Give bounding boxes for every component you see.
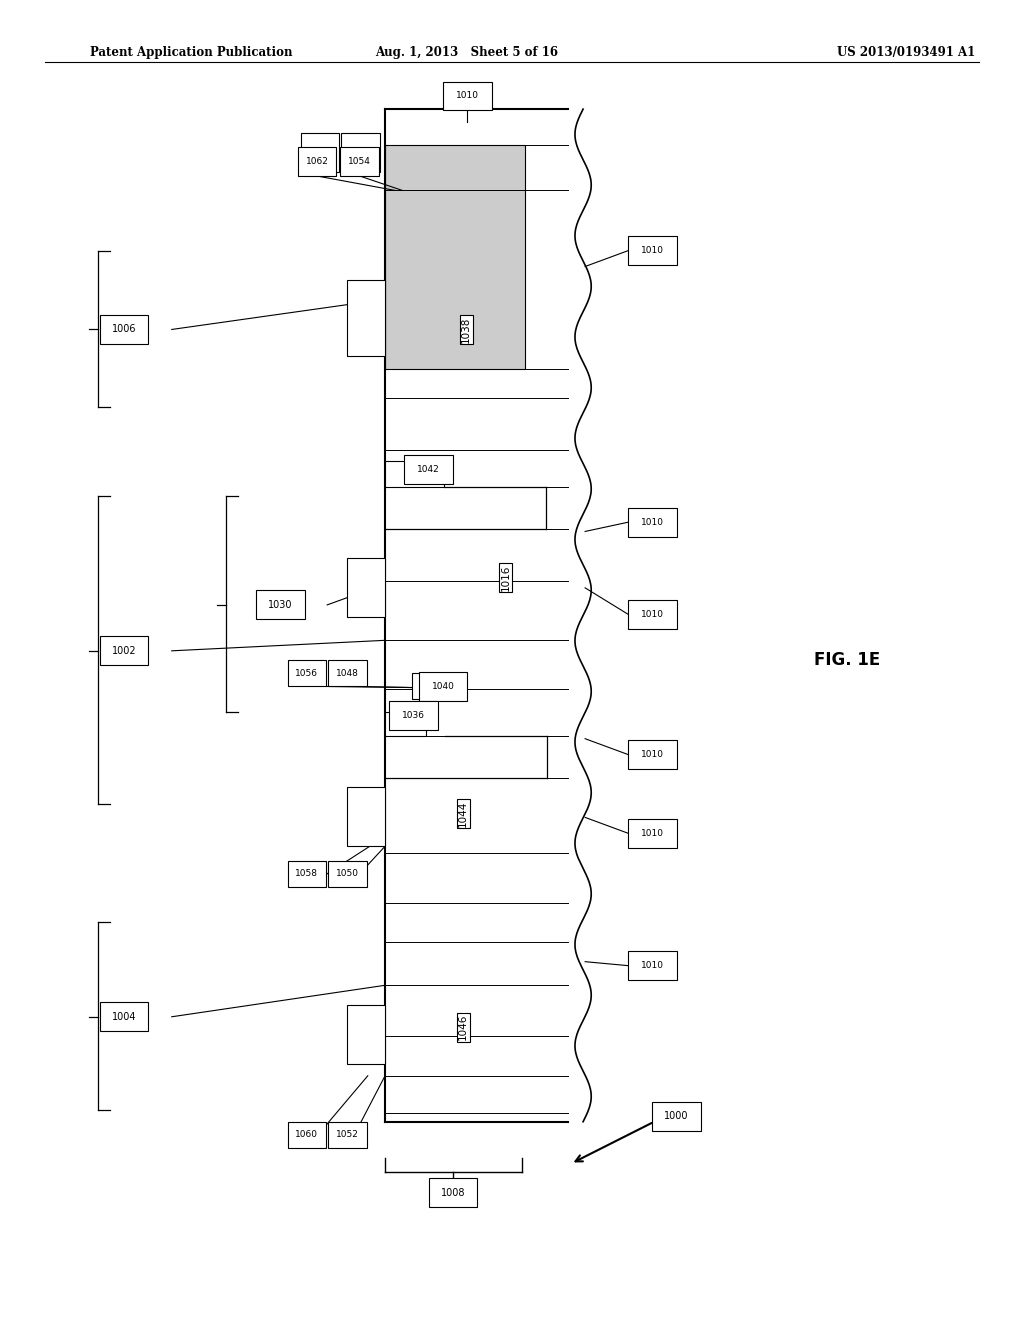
Bar bbox=[347, 280, 385, 355]
Bar bbox=[340, 147, 379, 176]
Bar bbox=[404, 455, 453, 484]
Bar bbox=[389, 701, 438, 730]
Text: Patent Application Publication: Patent Application Publication bbox=[90, 46, 293, 59]
Bar bbox=[288, 861, 326, 887]
Bar bbox=[628, 818, 677, 847]
Text: 1010: 1010 bbox=[456, 91, 479, 100]
Text: 1060: 1060 bbox=[295, 1130, 318, 1139]
Text: 1058: 1058 bbox=[295, 870, 318, 878]
Bar bbox=[99, 1002, 148, 1031]
Bar bbox=[301, 133, 339, 172]
Text: Aug. 1, 2013   Sheet 5 of 16: Aug. 1, 2013 Sheet 5 of 16 bbox=[375, 46, 558, 59]
Text: 1030: 1030 bbox=[268, 599, 293, 610]
Bar bbox=[99, 636, 148, 665]
Bar bbox=[328, 1122, 367, 1148]
Text: 1010: 1010 bbox=[641, 517, 664, 527]
Bar bbox=[385, 461, 444, 487]
Text: 1008: 1008 bbox=[441, 1188, 465, 1197]
Bar bbox=[413, 673, 445, 700]
Bar bbox=[652, 1102, 700, 1131]
Text: 1062: 1062 bbox=[305, 157, 329, 166]
Bar bbox=[288, 660, 326, 686]
Text: 1016: 1016 bbox=[501, 564, 511, 590]
Bar bbox=[328, 660, 367, 686]
Bar bbox=[256, 590, 305, 619]
Bar bbox=[628, 236, 677, 265]
Text: 1004: 1004 bbox=[112, 1011, 136, 1022]
Text: 1054: 1054 bbox=[348, 157, 371, 166]
Text: 1006: 1006 bbox=[112, 325, 136, 334]
Text: 1010: 1010 bbox=[641, 750, 664, 759]
Text: 1044: 1044 bbox=[459, 800, 468, 826]
Text: 1002: 1002 bbox=[112, 645, 136, 656]
Text: 1010: 1010 bbox=[641, 610, 664, 619]
Text: FIG. 1E: FIG. 1E bbox=[814, 651, 881, 669]
Text: 1010: 1010 bbox=[641, 247, 664, 255]
Bar bbox=[628, 952, 677, 979]
Bar bbox=[628, 741, 677, 768]
Text: 1010: 1010 bbox=[641, 829, 664, 838]
Text: 1038: 1038 bbox=[461, 317, 471, 343]
Bar bbox=[347, 1005, 385, 1064]
Bar bbox=[347, 787, 385, 846]
Text: 1046: 1046 bbox=[459, 1014, 468, 1040]
Text: 1048: 1048 bbox=[336, 669, 358, 677]
Bar bbox=[99, 315, 148, 345]
Text: 1036: 1036 bbox=[402, 710, 425, 719]
Bar bbox=[628, 599, 677, 628]
Bar bbox=[419, 672, 467, 701]
Bar bbox=[347, 557, 385, 616]
Bar bbox=[385, 713, 426, 737]
Text: 1056: 1056 bbox=[295, 669, 318, 677]
Bar bbox=[298, 147, 336, 176]
Bar bbox=[443, 82, 492, 111]
Bar bbox=[628, 508, 677, 537]
Text: US 2013/0193491 A1: US 2013/0193491 A1 bbox=[837, 46, 975, 59]
Text: 1052: 1052 bbox=[336, 1130, 358, 1139]
Bar bbox=[385, 144, 525, 368]
Bar bbox=[341, 133, 380, 172]
Text: 1000: 1000 bbox=[665, 1111, 689, 1122]
Bar bbox=[288, 1122, 326, 1148]
Text: 1042: 1042 bbox=[418, 466, 440, 474]
Text: 1050: 1050 bbox=[336, 870, 359, 878]
Text: 1040: 1040 bbox=[431, 681, 455, 690]
Bar bbox=[429, 1179, 477, 1206]
Bar bbox=[328, 861, 367, 887]
Text: 1010: 1010 bbox=[641, 961, 664, 970]
